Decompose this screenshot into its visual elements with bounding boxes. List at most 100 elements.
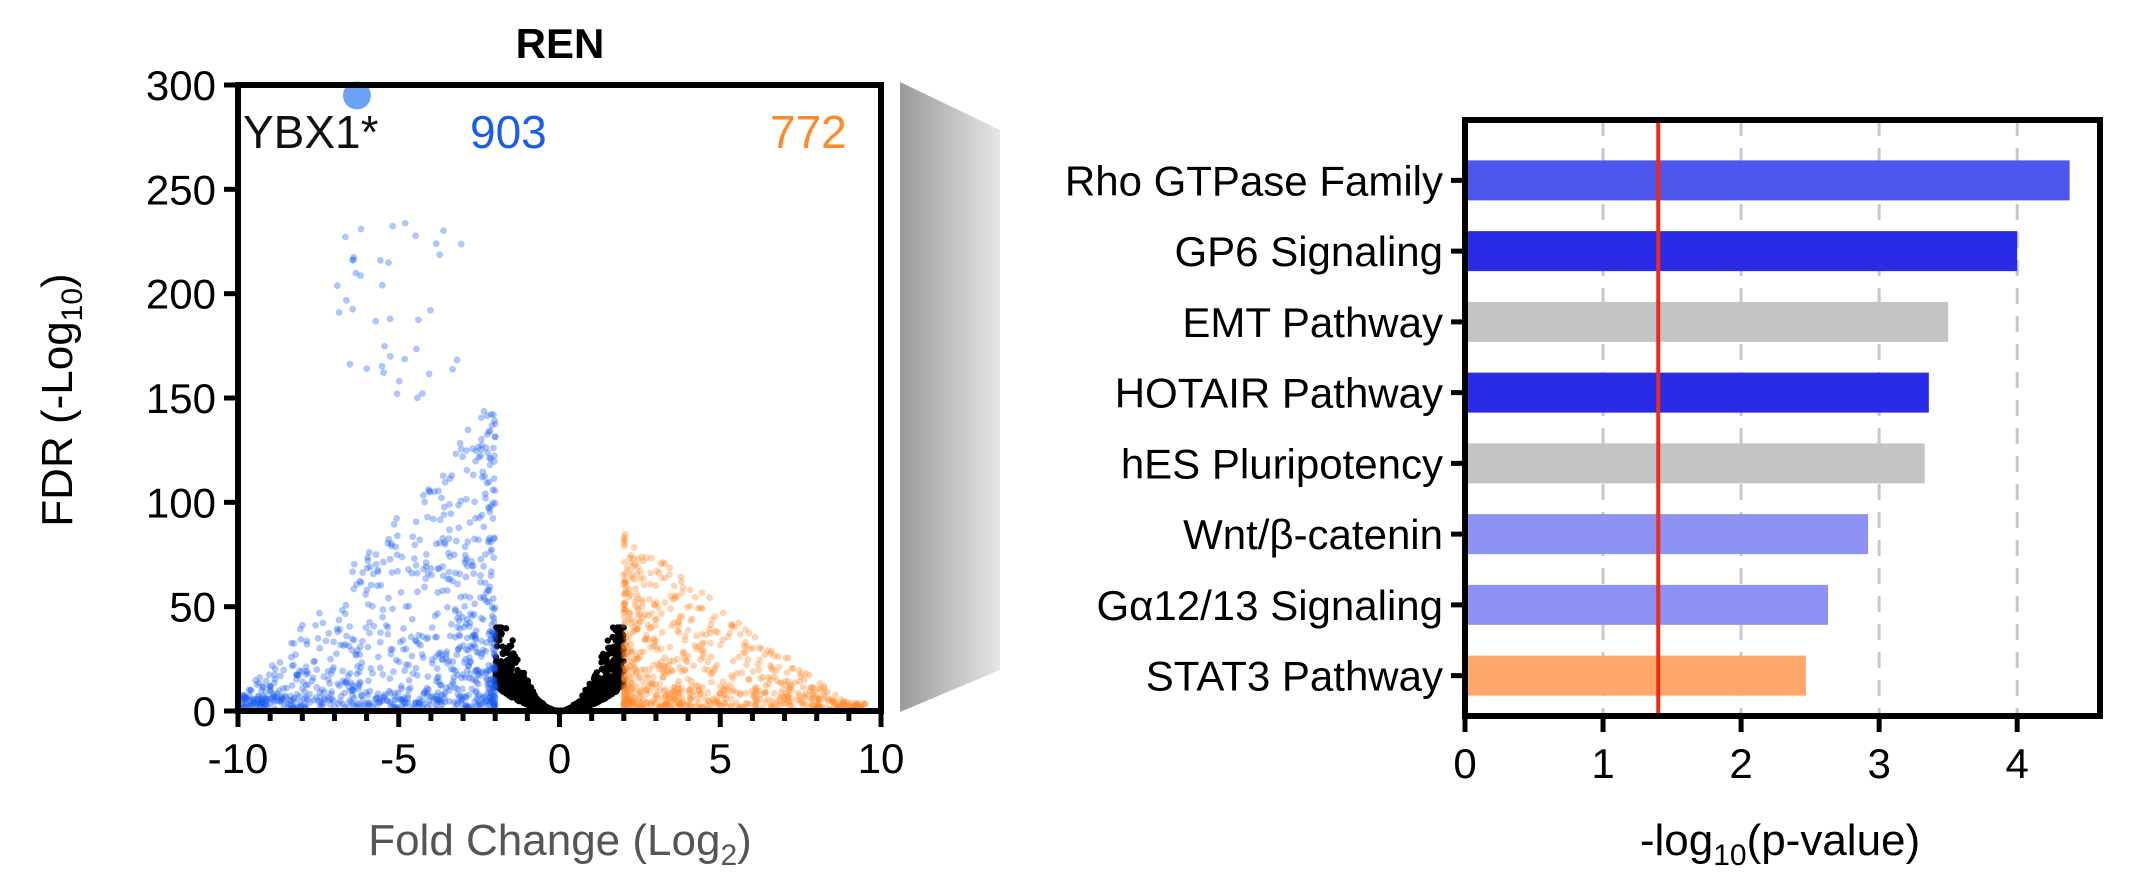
down-point — [446, 553, 454, 560]
down-point — [380, 693, 387, 701]
down-point — [259, 699, 267, 706]
down-point — [440, 511, 448, 519]
down-point — [476, 594, 484, 601]
up-point — [633, 625, 641, 633]
up-point — [679, 649, 687, 657]
up-point — [810, 688, 818, 696]
down-point — [466, 619, 474, 627]
up-point — [727, 687, 735, 695]
up-point — [759, 673, 767, 681]
up-point — [651, 616, 659, 624]
up-point — [623, 702, 630, 710]
down-point — [442, 654, 450, 662]
up-point — [647, 643, 655, 651]
down-point — [490, 684, 498, 692]
up-point — [752, 687, 760, 694]
up-point — [754, 660, 762, 668]
down-point — [386, 555, 394, 563]
down-point — [412, 561, 420, 569]
down-point — [239, 694, 247, 701]
ns-point — [608, 690, 615, 697]
up-point — [628, 700, 636, 707]
up-point — [657, 560, 665, 568]
up-point — [650, 635, 658, 643]
up-point — [704, 658, 712, 666]
up-point — [674, 700, 682, 708]
down-point — [490, 676, 498, 684]
up-point — [627, 559, 635, 567]
down-point — [445, 697, 453, 705]
down-point — [425, 486, 433, 493]
up-point — [814, 685, 822, 693]
down-point — [357, 579, 365, 586]
down-point — [318, 686, 326, 694]
up-point — [705, 698, 713, 706]
down-point — [488, 502, 495, 510]
up-point — [671, 694, 679, 702]
down-point — [474, 666, 482, 674]
down-point — [471, 498, 479, 506]
down-point — [348, 686, 356, 694]
down-point — [472, 688, 479, 696]
up-point — [670, 695, 678, 703]
down-point — [488, 621, 496, 629]
up-point — [622, 579, 629, 587]
down-point — [381, 692, 388, 700]
up-point — [621, 687, 629, 695]
up-point — [842, 702, 849, 710]
up-point — [627, 620, 635, 628]
down-point — [369, 570, 377, 578]
up-point — [794, 696, 801, 704]
down-point — [412, 698, 420, 706]
up-point — [684, 626, 692, 634]
up-point — [621, 676, 629, 684]
up-point — [650, 600, 658, 608]
down-point — [429, 659, 436, 667]
down-point — [339, 700, 347, 708]
down-point — [433, 698, 441, 706]
up-point — [638, 553, 646, 561]
down-point — [391, 696, 399, 703]
up-point — [690, 688, 697, 696]
down-point — [453, 685, 461, 693]
volcano-y-tick-label: 0 — [193, 688, 216, 735]
up-point — [797, 670, 805, 677]
up-point — [720, 686, 728, 694]
up-point — [674, 627, 682, 635]
down-point — [434, 565, 442, 572]
down-point — [473, 678, 480, 686]
up-point — [621, 601, 628, 609]
up-point — [845, 702, 853, 709]
bar-chart-frame — [1462, 117, 2103, 719]
up-point — [743, 661, 750, 669]
down-point — [334, 700, 342, 708]
up-point — [627, 648, 635, 656]
up-point — [631, 702, 639, 710]
down-point — [319, 619, 327, 627]
down-point — [415, 699, 423, 706]
down-point — [266, 700, 274, 708]
up-point — [731, 623, 739, 631]
up-point — [765, 674, 772, 681]
down-point — [365, 699, 372, 707]
down-point — [490, 701, 497, 709]
up-point — [625, 702, 633, 710]
up-point — [621, 664, 629, 672]
up-point — [634, 563, 642, 571]
up-point — [840, 698, 847, 705]
up-point — [662, 685, 669, 693]
down-point — [490, 650, 498, 658]
up-point — [621, 695, 629, 703]
down-point — [312, 621, 319, 629]
up-point — [680, 648, 688, 656]
up-point — [632, 667, 640, 675]
down-point — [414, 588, 421, 596]
up-point — [643, 690, 650, 698]
up-point — [685, 686, 693, 694]
down-point — [485, 536, 493, 544]
down-point — [386, 352, 394, 360]
down-point — [486, 508, 494, 516]
down-point — [327, 690, 335, 698]
up-point — [707, 700, 715, 707]
